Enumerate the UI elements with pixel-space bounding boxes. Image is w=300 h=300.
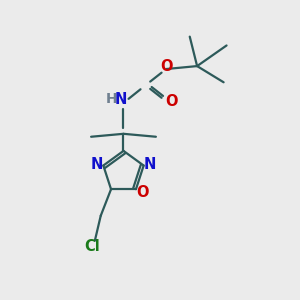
Text: O: O xyxy=(165,94,178,109)
Text: Cl: Cl xyxy=(84,238,100,253)
Text: O: O xyxy=(136,185,149,200)
Text: N: N xyxy=(91,157,103,172)
Text: O: O xyxy=(160,58,172,74)
Text: N: N xyxy=(144,157,156,172)
Text: H: H xyxy=(105,92,117,106)
Text: N: N xyxy=(115,92,127,107)
